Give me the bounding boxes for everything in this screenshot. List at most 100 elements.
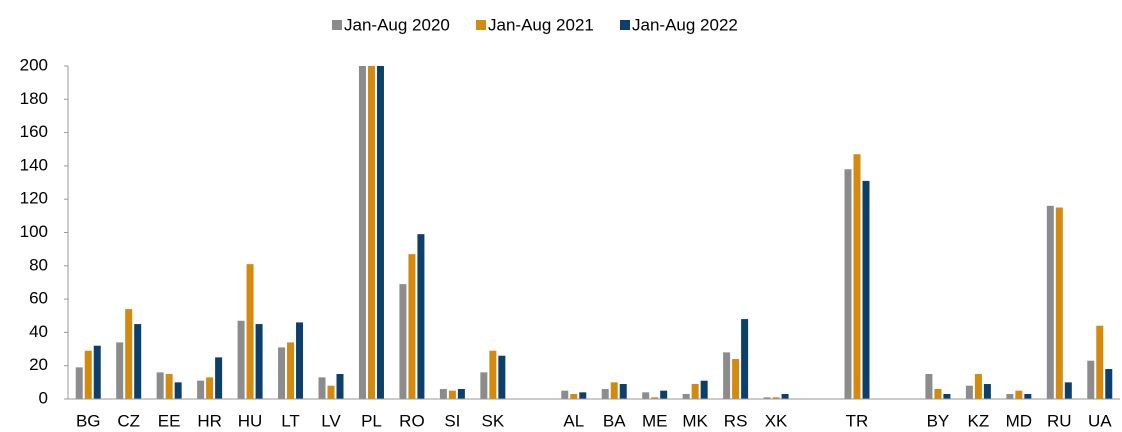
bar [934, 389, 942, 399]
x-tick-label: BA [603, 411, 626, 430]
y-tick-label: 200 [20, 55, 48, 74]
bar [125, 309, 133, 399]
bar [700, 380, 708, 399]
bar [974, 374, 982, 399]
x-tick-label: HU [238, 411, 263, 430]
bar [723, 352, 731, 399]
y-tick-label: 140 [20, 155, 48, 174]
bar [561, 390, 569, 399]
x-tick-label: CZ [117, 411, 140, 430]
bar [763, 397, 771, 399]
bar [489, 350, 497, 399]
x-tick-label: ME [642, 411, 668, 430]
x-tick-label: SI [444, 411, 460, 430]
legend-label: Jan-Aug 2020 [344, 15, 450, 34]
bar [93, 345, 101, 399]
bar [215, 357, 223, 399]
x-tick-label: MK [682, 411, 708, 430]
bar [570, 394, 578, 399]
y-tick-label: 60 [29, 289, 48, 308]
bar [498, 355, 506, 399]
bar [943, 394, 951, 399]
bar [336, 374, 344, 399]
bar [682, 394, 690, 399]
x-tick-label: UA [1088, 411, 1112, 430]
bar [358, 66, 366, 399]
bar [691, 384, 699, 399]
y-tick-label: 0 [39, 388, 48, 407]
bar [844, 169, 852, 399]
x-tick-label: BY [927, 411, 950, 430]
bar [255, 324, 263, 399]
bar [318, 377, 326, 399]
bar [1105, 369, 1113, 399]
bar [983, 384, 991, 399]
bar [367, 66, 375, 399]
x-tick-label: KZ [968, 411, 990, 430]
bar [156, 372, 164, 399]
bar [399, 284, 407, 399]
y-tick-label: 120 [20, 189, 48, 208]
bar [1006, 394, 1014, 399]
bar [601, 389, 609, 399]
bar [480, 372, 488, 399]
bar [75, 367, 83, 399]
bar [1046, 205, 1054, 399]
x-tick-label: MD [1006, 411, 1032, 430]
y-tick-label: 20 [29, 355, 48, 374]
x-tick-label: LT [281, 411, 300, 430]
bar [417, 234, 425, 399]
x-tick-label: RS [724, 411, 748, 430]
bar [134, 324, 142, 399]
bar [408, 254, 416, 399]
bar [925, 374, 933, 399]
bar [165, 374, 173, 399]
bar [579, 392, 587, 399]
bar [1024, 394, 1032, 399]
x-tick-label: RO [399, 411, 425, 430]
bar [237, 320, 245, 399]
legend-swatch [620, 20, 630, 30]
bar [732, 359, 740, 399]
bar [651, 397, 659, 399]
bar [619, 384, 627, 399]
bar [116, 342, 124, 399]
bar [1087, 360, 1095, 399]
bar [853, 154, 861, 399]
bar [448, 390, 456, 399]
x-tick-label: PL [361, 411, 382, 430]
x-tick-label: SK [482, 411, 505, 430]
bar [439, 389, 447, 399]
bar [278, 347, 286, 399]
bar [772, 397, 780, 399]
bar [376, 66, 384, 399]
bar [327, 385, 335, 399]
x-tick-label: AL [563, 411, 584, 430]
bar [610, 382, 618, 399]
y-tick-label: 180 [20, 89, 48, 108]
bar [287, 342, 295, 399]
legend-label: Jan-Aug 2021 [488, 15, 594, 34]
bar [246, 264, 254, 399]
legend-label: Jan-Aug 2022 [632, 15, 738, 34]
x-tick-label: HR [197, 411, 222, 430]
bar [741, 319, 749, 399]
bar [1096, 325, 1104, 399]
bar [1015, 390, 1023, 399]
x-tick-label: BG [76, 411, 101, 430]
x-tick-label: XK [765, 411, 788, 430]
bar [197, 380, 205, 399]
x-tick-label: LV [321, 411, 341, 430]
bar [1064, 382, 1072, 399]
bar [206, 377, 214, 399]
y-tick-label: 100 [20, 222, 48, 241]
bar [660, 390, 668, 399]
bar [457, 389, 465, 399]
legend-swatch [332, 20, 342, 30]
x-tick-label: TR [846, 411, 869, 430]
bar [642, 392, 650, 399]
x-tick-label: EE [158, 411, 181, 430]
bar [781, 394, 789, 399]
bar [84, 350, 92, 399]
